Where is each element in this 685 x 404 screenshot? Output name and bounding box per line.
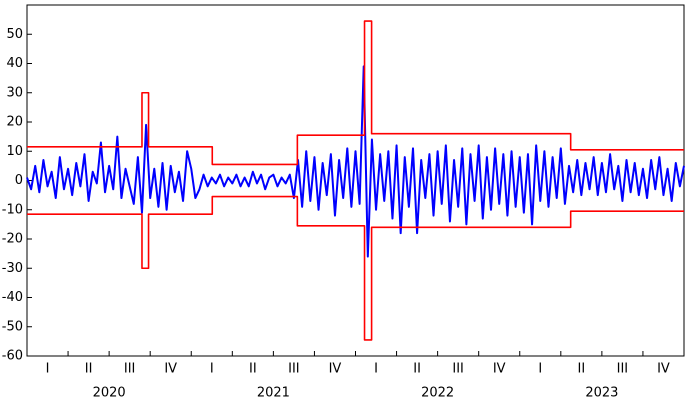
y-tick-label: -30: [2, 261, 23, 276]
quarter-label: I: [538, 362, 542, 377]
quarter-label: IV: [657, 362, 670, 377]
y-tick-label: 40: [6, 56, 23, 71]
y-tick-label: -40: [2, 290, 23, 305]
quarter-label: III: [288, 362, 300, 377]
y-tick-label: 10: [6, 144, 23, 159]
quarter-label: IV: [329, 362, 342, 377]
y-tick-label: 20: [6, 115, 23, 130]
y-tick-label: 50: [6, 27, 23, 42]
quarter-label: I: [210, 362, 214, 377]
year-label: 2020: [93, 386, 126, 401]
year-label: 2022: [421, 386, 454, 401]
plot-frame: [26, 4, 685, 357]
year-label: 2023: [585, 386, 618, 401]
quarter-label: III: [452, 362, 464, 377]
series-line: [27, 195, 684, 341]
quarter-label: II: [413, 362, 421, 377]
y-tick-label: -60: [2, 349, 23, 364]
quarter-label: II: [578, 362, 586, 377]
quarter-label: III: [124, 362, 136, 377]
quarter-label: III: [617, 362, 629, 377]
quarter-label: I: [374, 362, 378, 377]
y-tick-label: -10: [2, 202, 23, 217]
y-tick-label: 30: [6, 85, 23, 100]
quarter-label: I: [46, 362, 50, 377]
series-line: [27, 20, 684, 166]
quarter-label: IV: [493, 362, 506, 377]
quarter-label: IV: [164, 362, 177, 377]
y-tick-label: 0: [15, 173, 23, 188]
quarter-label: II: [85, 362, 93, 377]
y-tick-label: -50: [2, 319, 23, 334]
year-label: 2021: [257, 386, 290, 401]
series-line: [26, 65, 685, 258]
y-tick-label: -20: [2, 232, 23, 247]
quarter-label: II: [249, 362, 257, 377]
